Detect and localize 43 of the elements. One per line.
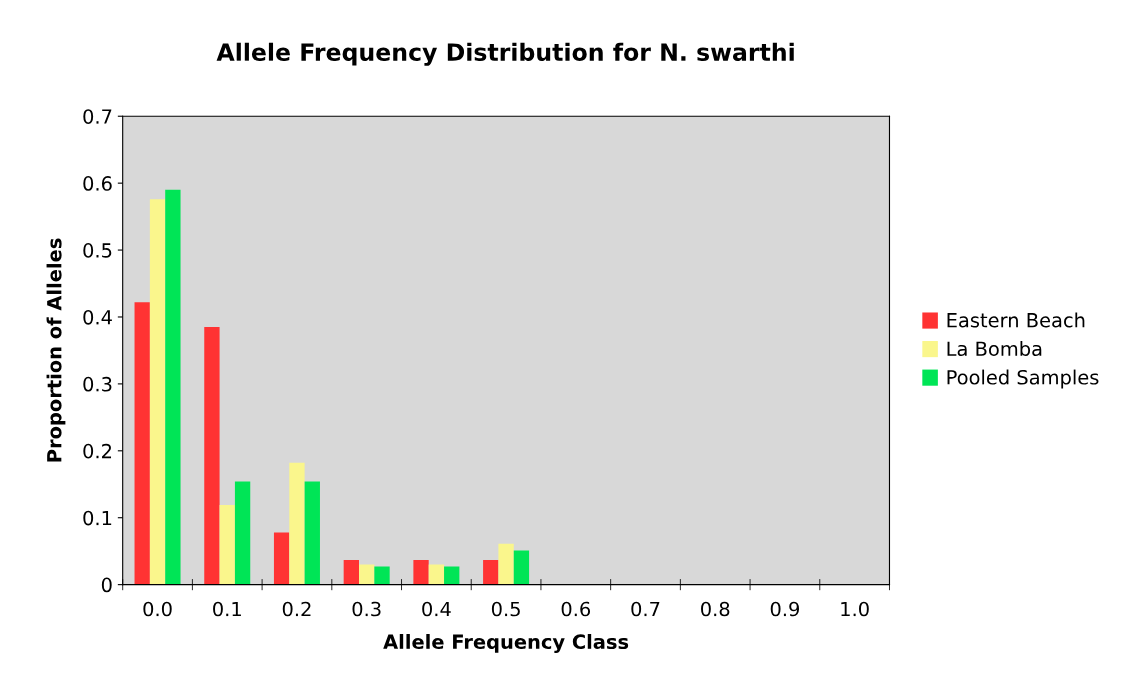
bar xyxy=(428,564,445,585)
bar xyxy=(359,564,375,585)
y-axis-title: Proportion of Alleles xyxy=(46,238,66,462)
bar xyxy=(134,302,150,585)
bar xyxy=(149,199,166,585)
x-tick-label: 0.1 xyxy=(213,601,241,617)
bar xyxy=(165,189,181,585)
bar xyxy=(513,550,530,585)
x-axis-title: Allele Frequency Class xyxy=(383,634,629,653)
y-tick-label: 0.6 xyxy=(83,176,112,191)
y-tick-label: 0.7 xyxy=(83,109,112,124)
bar xyxy=(343,559,359,585)
bar xyxy=(374,566,390,585)
x-tick-label: 0.8 xyxy=(701,601,730,617)
bar xyxy=(304,481,320,585)
x-tick-label: 0.4 xyxy=(422,601,451,617)
y-tick-label: 0.4 xyxy=(83,309,112,325)
legend-label: Pooled Samples xyxy=(947,369,1099,389)
bar xyxy=(444,566,460,585)
bar xyxy=(483,559,499,585)
x-tick-label: 0.6 xyxy=(561,601,591,617)
y-tick-label: 0 xyxy=(101,577,112,593)
x-tick-label: 1.0 xyxy=(841,601,869,617)
bar xyxy=(234,481,251,585)
bar xyxy=(498,543,514,585)
x-tick-label: 0.2 xyxy=(282,601,311,617)
chart-title: Allele Frequency Distribution for N. swarthi xyxy=(216,42,794,66)
y-tick-label: 0.1 xyxy=(83,510,112,526)
legend-label: La Bomba xyxy=(947,341,1042,357)
x-tick-label: 0.7 xyxy=(631,601,660,617)
y-tick-label: 0.5 xyxy=(83,243,112,258)
bar xyxy=(273,532,290,585)
x-tick-label: 0.5 xyxy=(491,601,520,617)
y-tick-label: 0.3 xyxy=(83,376,112,392)
y-tick-label: 0.2 xyxy=(83,443,112,459)
bar xyxy=(219,505,235,585)
bar xyxy=(413,559,429,585)
bar xyxy=(289,462,305,585)
x-tick-label: 0.0 xyxy=(143,601,172,617)
x-tick-label: 0.9 xyxy=(770,601,800,617)
bar xyxy=(204,327,220,585)
x-tick-label: 0.3 xyxy=(352,601,381,617)
legend-label: Eastern Beach xyxy=(947,312,1085,328)
